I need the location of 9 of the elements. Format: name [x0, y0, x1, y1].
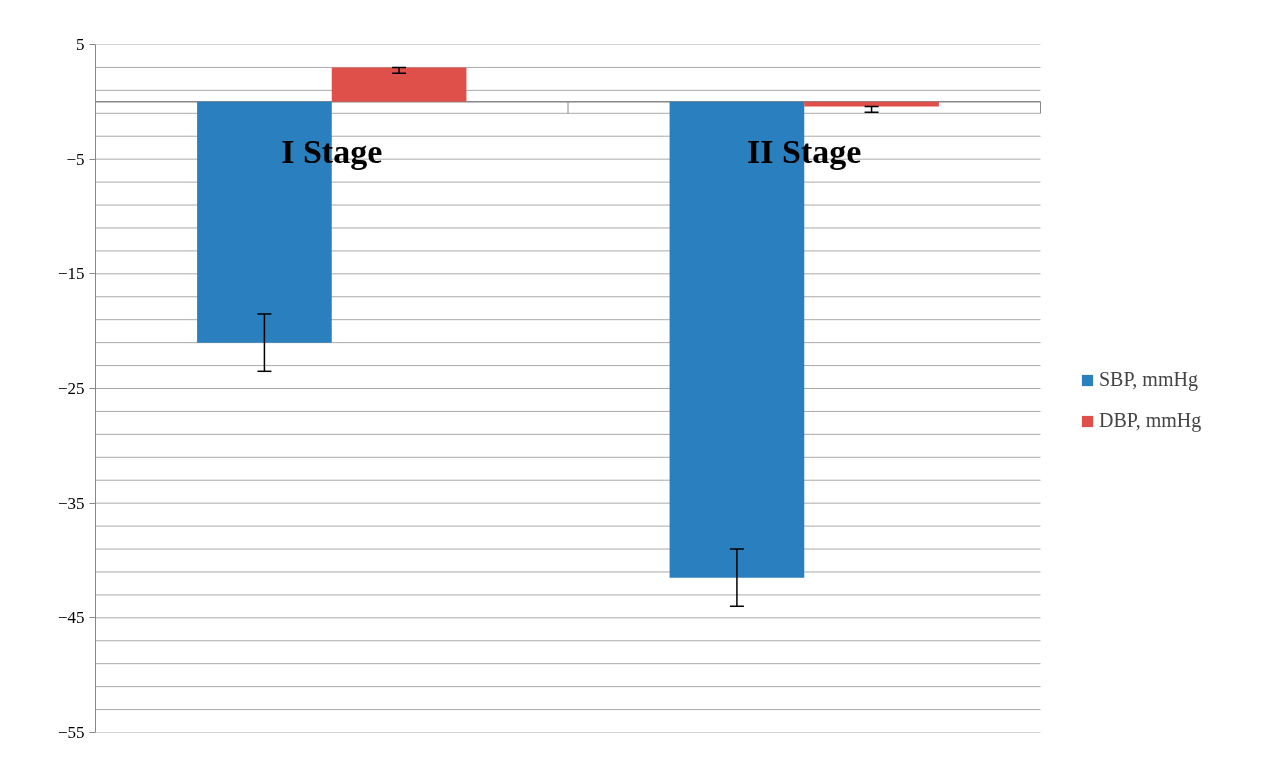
y-tick-label: −15 [57, 264, 85, 284]
y-tick-label: 5 [76, 35, 85, 54]
y-tick-label: −35 [57, 493, 85, 513]
y-tick-label: −55 [57, 723, 85, 742]
y-tick-label: −45 [57, 608, 85, 628]
y-tick-label: −25 [57, 379, 85, 398]
legend-label: SBP, mmHg [1099, 368, 1198, 391]
legend-label: DBP, mmHg [1099, 409, 1202, 432]
y-tick-label: −5 [66, 149, 85, 169]
